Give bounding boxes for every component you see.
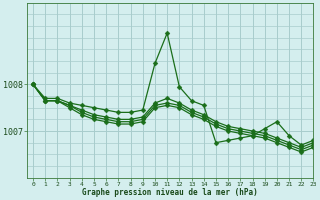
X-axis label: Graphe pression niveau de la mer (hPa): Graphe pression niveau de la mer (hPa)	[82, 188, 258, 197]
